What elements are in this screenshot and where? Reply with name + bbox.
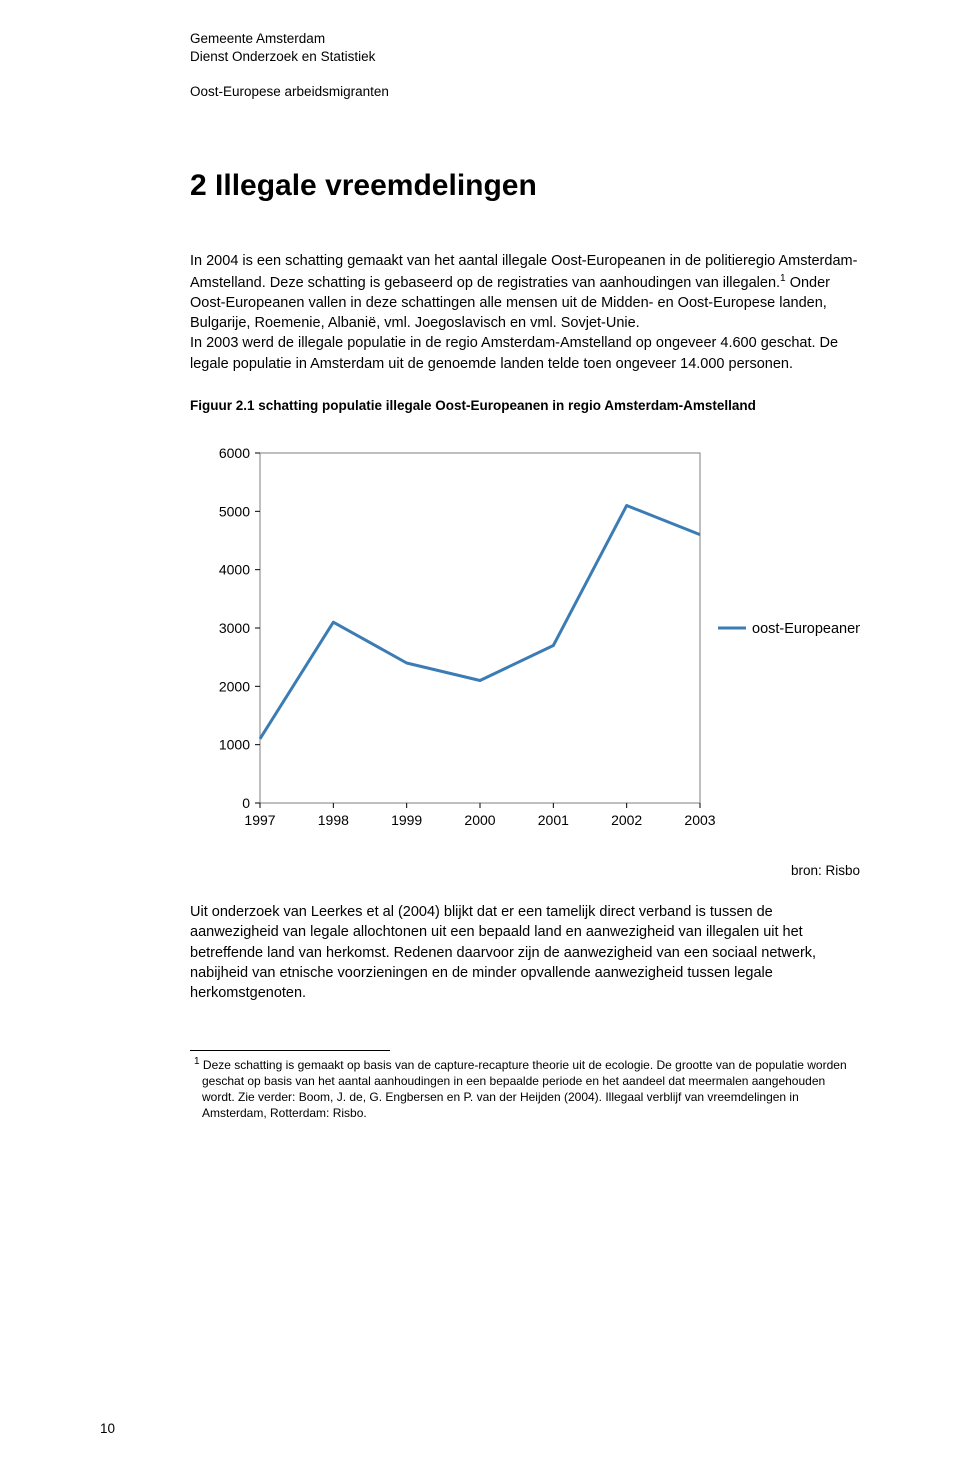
svg-text:oost-Europeanen: oost-Europeanen [752, 621, 860, 637]
svg-text:1999: 1999 [391, 812, 422, 828]
p1-part1: In 2004 is een schatting gemaakt van het… [190, 253, 857, 290]
svg-text:2001: 2001 [538, 812, 569, 828]
footnote-text: Deze schatting is gemaakt op basis van d… [200, 1058, 847, 1121]
chart-svg: 0 1000 2000 3000 4000 5000 6000 1997 1998 1999 200… [190, 443, 860, 843]
svg-text:6000: 6000 [219, 445, 250, 461]
svg-text:3000: 3000 [219, 620, 250, 636]
section-title: 2 Illegale vreemdelingen [190, 169, 860, 203]
footnote-1: 1 Deze schatting is gemaakt op basis van… [190, 1055, 860, 1122]
footnote-rule [190, 1050, 390, 1051]
chart-source: bron: Risbo [190, 863, 860, 878]
header-line-1: Gemeente Amsterdam [190, 30, 860, 48]
p1-part3: In 2003 werd de illegale populatie in de… [190, 335, 838, 371]
svg-text:1000: 1000 [219, 737, 250, 753]
document-page: Gemeente Amsterdam Dienst Onderzoek en S… [0, 0, 960, 1472]
svg-text:1997: 1997 [244, 812, 275, 828]
svg-text:5000: 5000 [219, 503, 250, 519]
svg-text:2000: 2000 [219, 678, 250, 694]
svg-text:0: 0 [242, 795, 250, 811]
figure-label: Figuur 2.1 schatting populatie illegale … [190, 398, 860, 413]
svg-text:4000: 4000 [219, 562, 250, 578]
paragraph-2: Uit onderzoek van Leerkes et al (2004) b… [190, 902, 860, 1003]
svg-text:1998: 1998 [318, 812, 349, 828]
header-subtitle: Oost-Europese arbeidsmigranten [190, 84, 860, 99]
svg-text:2000: 2000 [464, 812, 495, 828]
svg-text:2002: 2002 [611, 812, 642, 828]
header-line-2: Dienst Onderzoek en Statistiek [190, 48, 860, 66]
line-chart: 0 1000 2000 3000 4000 5000 6000 1997 1998 1999 200… [190, 443, 860, 843]
page-number: 10 [100, 1421, 115, 1436]
svg-text:2003: 2003 [684, 812, 715, 828]
paragraph-1: In 2004 is een schatting gemaakt van het… [190, 251, 860, 374]
